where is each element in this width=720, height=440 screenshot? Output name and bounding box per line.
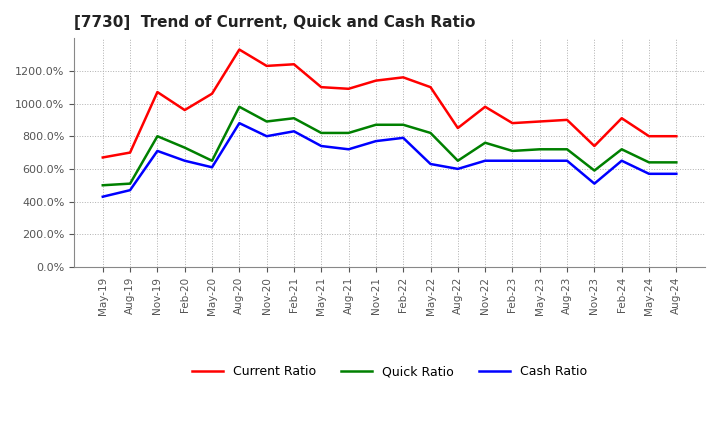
Cash Ratio bbox=[426, 161, 435, 167]
Current Ratio bbox=[426, 84, 435, 90]
Quick Ratio bbox=[644, 160, 653, 165]
Cash Ratio bbox=[508, 158, 517, 163]
Cash Ratio bbox=[153, 148, 162, 154]
Current Ratio bbox=[563, 117, 572, 122]
Current Ratio bbox=[399, 75, 408, 80]
Current Ratio bbox=[99, 155, 107, 160]
Quick Ratio bbox=[207, 158, 216, 163]
Cash Ratio bbox=[672, 171, 680, 176]
Quick Ratio bbox=[508, 148, 517, 154]
Current Ratio bbox=[372, 78, 380, 83]
Quick Ratio bbox=[289, 116, 298, 121]
Current Ratio bbox=[617, 116, 626, 121]
Current Ratio bbox=[126, 150, 135, 155]
Quick Ratio bbox=[399, 122, 408, 128]
Current Ratio bbox=[344, 86, 353, 92]
Quick Ratio bbox=[454, 158, 462, 163]
Current Ratio bbox=[181, 107, 189, 113]
Quick Ratio bbox=[590, 168, 599, 173]
Current Ratio bbox=[454, 125, 462, 131]
Cash Ratio bbox=[99, 194, 107, 199]
Quick Ratio bbox=[617, 147, 626, 152]
Cash Ratio bbox=[481, 158, 490, 163]
Quick Ratio bbox=[317, 130, 325, 136]
Cash Ratio bbox=[454, 166, 462, 172]
Quick Ratio bbox=[344, 130, 353, 136]
Cash Ratio bbox=[617, 158, 626, 163]
Quick Ratio bbox=[536, 147, 544, 152]
Quick Ratio bbox=[262, 119, 271, 124]
Line: Cash Ratio: Cash Ratio bbox=[103, 123, 676, 197]
Cash Ratio bbox=[644, 171, 653, 176]
Current Ratio bbox=[644, 134, 653, 139]
Line: Quick Ratio: Quick Ratio bbox=[103, 107, 676, 185]
Quick Ratio bbox=[126, 181, 135, 186]
Current Ratio bbox=[262, 63, 271, 69]
Cash Ratio bbox=[126, 187, 135, 193]
Current Ratio bbox=[207, 91, 216, 96]
Current Ratio bbox=[235, 47, 243, 52]
Quick Ratio bbox=[481, 140, 490, 145]
Cash Ratio bbox=[262, 134, 271, 139]
Cash Ratio bbox=[207, 165, 216, 170]
Current Ratio bbox=[508, 121, 517, 126]
Current Ratio bbox=[481, 104, 490, 110]
Legend: Current Ratio, Quick Ratio, Cash Ratio: Current Ratio, Quick Ratio, Cash Ratio bbox=[186, 360, 593, 383]
Cash Ratio bbox=[399, 135, 408, 140]
Cash Ratio bbox=[372, 139, 380, 144]
Current Ratio bbox=[317, 84, 325, 90]
Quick Ratio bbox=[426, 130, 435, 136]
Cash Ratio bbox=[563, 158, 572, 163]
Quick Ratio bbox=[563, 147, 572, 152]
Current Ratio bbox=[153, 89, 162, 95]
Cash Ratio bbox=[344, 147, 353, 152]
Current Ratio bbox=[590, 143, 599, 149]
Current Ratio bbox=[672, 134, 680, 139]
Quick Ratio bbox=[181, 145, 189, 150]
Cash Ratio bbox=[289, 128, 298, 134]
Text: [7730]  Trend of Current, Quick and Cash Ratio: [7730] Trend of Current, Quick and Cash … bbox=[74, 15, 475, 30]
Quick Ratio bbox=[672, 160, 680, 165]
Cash Ratio bbox=[536, 158, 544, 163]
Cash Ratio bbox=[181, 158, 189, 163]
Quick Ratio bbox=[235, 104, 243, 110]
Current Ratio bbox=[289, 62, 298, 67]
Cash Ratio bbox=[317, 143, 325, 149]
Line: Current Ratio: Current Ratio bbox=[103, 50, 676, 158]
Cash Ratio bbox=[590, 181, 599, 186]
Quick Ratio bbox=[153, 134, 162, 139]
Current Ratio bbox=[536, 119, 544, 124]
Quick Ratio bbox=[99, 183, 107, 188]
Quick Ratio bbox=[372, 122, 380, 128]
Cash Ratio bbox=[235, 121, 243, 126]
